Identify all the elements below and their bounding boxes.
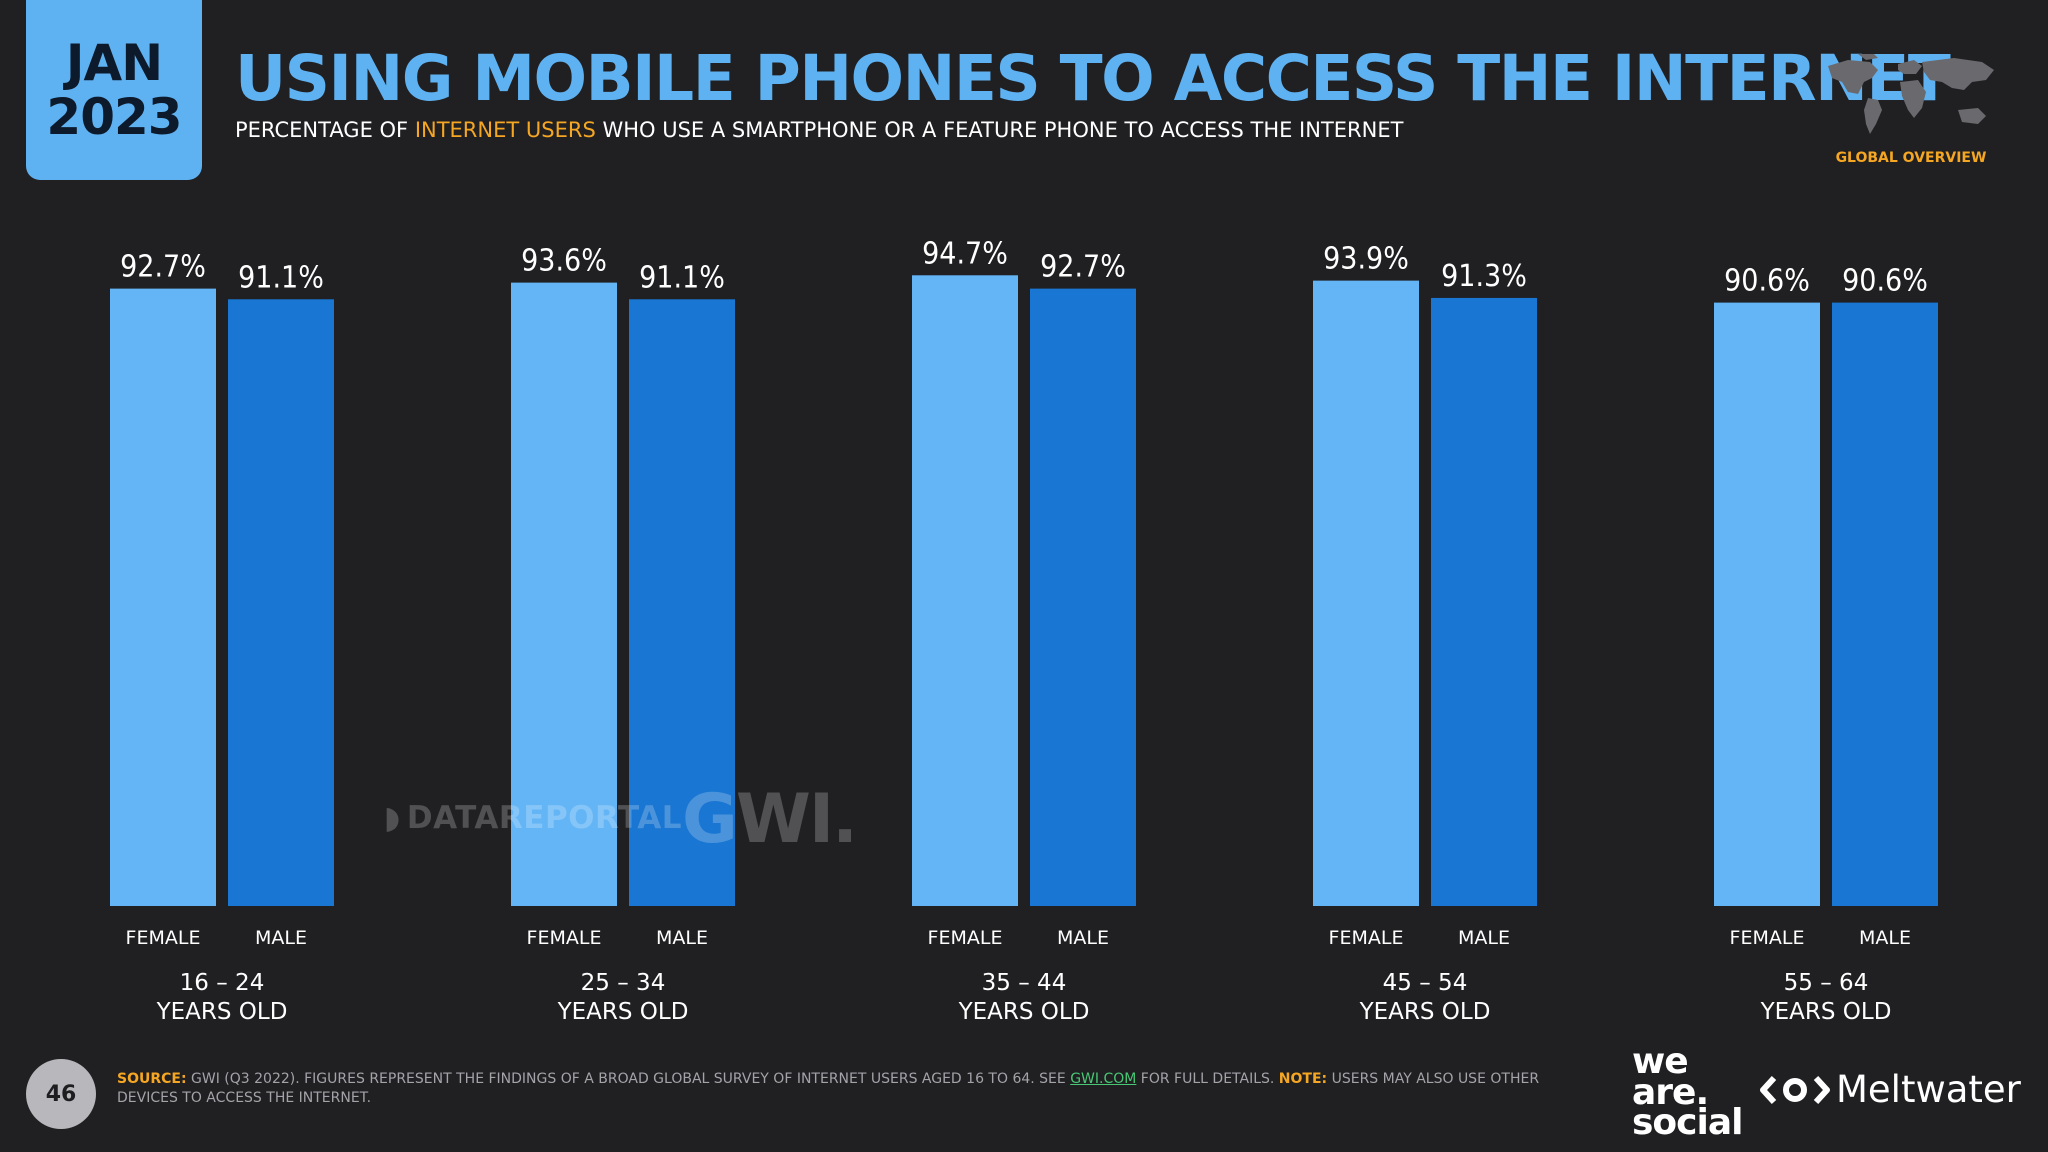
bar-female-1 (110, 288, 216, 906)
category-label-3-range: 35 – 44 (982, 970, 1067, 996)
world-map-icon (1828, 54, 1994, 134)
bar-male-2 (629, 299, 735, 906)
bar-female-4 (1313, 280, 1419, 907)
series-label-female-3: FEMALE (928, 927, 1003, 949)
category-label-4-range: 45 – 54 (1383, 970, 1468, 996)
brand-word-are: are. (1632, 1071, 1709, 1113)
category-label-2-range: 25 – 34 (581, 970, 666, 996)
series-label-male-5: MALE (1859, 927, 1911, 949)
value-label-female-5: 90.6% (1724, 264, 1810, 299)
category-label-5-suffix: YEARS OLD (1760, 999, 1892, 1020)
value-label-male-4: 91.3% (1441, 259, 1527, 294)
brand-word-social: social (1632, 1102, 1743, 1144)
page-subtitle: PERCENTAGE OF INTERNET USERS WHO USE A S… (235, 118, 1403, 142)
datareportal-logo-icon: ◗ (384, 800, 401, 836)
category-label-1-suffix: YEARS OLD (156, 999, 288, 1020)
datareportal-text: DATAREPORTAL (406, 800, 682, 836)
meltwater-mark-icon (1760, 1075, 1830, 1104)
value-label-female-3: 94.7% (922, 236, 1008, 271)
series-label-female-2: FEMALE (527, 927, 602, 949)
series-label-male-2: MALE (656, 927, 708, 949)
bar-female-2 (511, 282, 617, 906)
source-footnote: SOURCE: GWI (Q3 2022). FIGURES REPRESENT… (117, 1070, 1597, 1109)
value-label-female-1: 92.7% (120, 250, 206, 285)
page-title: USING MOBILE PHONES TO ACCESS THE INTERN… (235, 42, 1951, 115)
meltwater-logo: Meltwater (1760, 1068, 2021, 1111)
source-text: GWI (Q3 2022). FIGURES REPRESENT THE FIN… (186, 1071, 1071, 1087)
series-label-female-5: FEMALE (1730, 927, 1805, 949)
note-text: USERS MAY ALSO USE OTHER DEVICES TO ACCE… (117, 1071, 1540, 1107)
meltwater-text: Meltwater (1836, 1068, 2021, 1111)
bar-male-3 (1030, 288, 1136, 906)
value-label-male-5: 90.6% (1842, 264, 1928, 299)
value-label-male-2: 91.1% (639, 260, 725, 295)
bar-female-5 (1714, 302, 1820, 906)
value-label-male-3: 92.7% (1040, 250, 1126, 285)
category-label-1-range: 16 – 24 (180, 970, 265, 996)
value-label-female-4: 93.9% (1323, 242, 1409, 277)
subtitle-highlight: INTERNET USERS (414, 118, 596, 142)
bar-female-3 (912, 275, 1018, 907)
datareportal-watermark: ◗ DATAREPORTAL (384, 800, 682, 836)
subtitle-suffix: WHO USE A SMARTPHONE OR A FEATURE PHONE … (595, 118, 1404, 142)
category-label-2-suffix: YEARS OLD (557, 999, 689, 1020)
series-label-male-1: MALE (255, 927, 307, 949)
badge-month: JAN (65, 34, 163, 92)
source-label: SOURCE: (117, 1071, 187, 1087)
badge-year: 2023 (46, 88, 182, 146)
category-label-5-range: 55 – 64 (1784, 970, 1869, 996)
series-label-male-4: MALE (1458, 927, 1510, 949)
category-label-4-suffix: YEARS OLD (1359, 999, 1491, 1020)
brand-word-we: we (1632, 1041, 1689, 1082)
gwi-watermark: GWI. (682, 780, 858, 859)
category-label-3-suffix: YEARS OLD (958, 999, 1090, 1020)
bar-male-1 (228, 299, 334, 906)
series-label-female-4: FEMALE (1329, 927, 1404, 949)
series-label-male-3: MALE (1057, 927, 1109, 949)
note-label: NOTE: (1278, 1071, 1328, 1087)
subtitle-prefix: PERCENTAGE OF (235, 118, 415, 142)
source-after: FOR FULL DETAILS. (1136, 1071, 1279, 1087)
we-are-social-logo: we are. social (1632, 1041, 1743, 1144)
page-number: 46 (26, 1059, 96, 1129)
gwi-link[interactable]: GWI.COM (1070, 1071, 1137, 1087)
series-label-female-1: FEMALE (126, 927, 201, 949)
bar-male-4 (1431, 297, 1537, 906)
bar-male-5 (1832, 302, 1938, 906)
value-label-male-1: 91.1% (238, 260, 324, 295)
date-badge: JAN 2023 (26, 0, 202, 180)
bar-chart: 92.7% FEMALE 91.1% MALE 16 – 24 YEARS OLD 93.6… (110, 236, 1938, 1020)
global-overview-label: GLOBAL OVERVIEW (1835, 150, 1987, 166)
value-label-female-2: 93.6% (521, 244, 607, 279)
